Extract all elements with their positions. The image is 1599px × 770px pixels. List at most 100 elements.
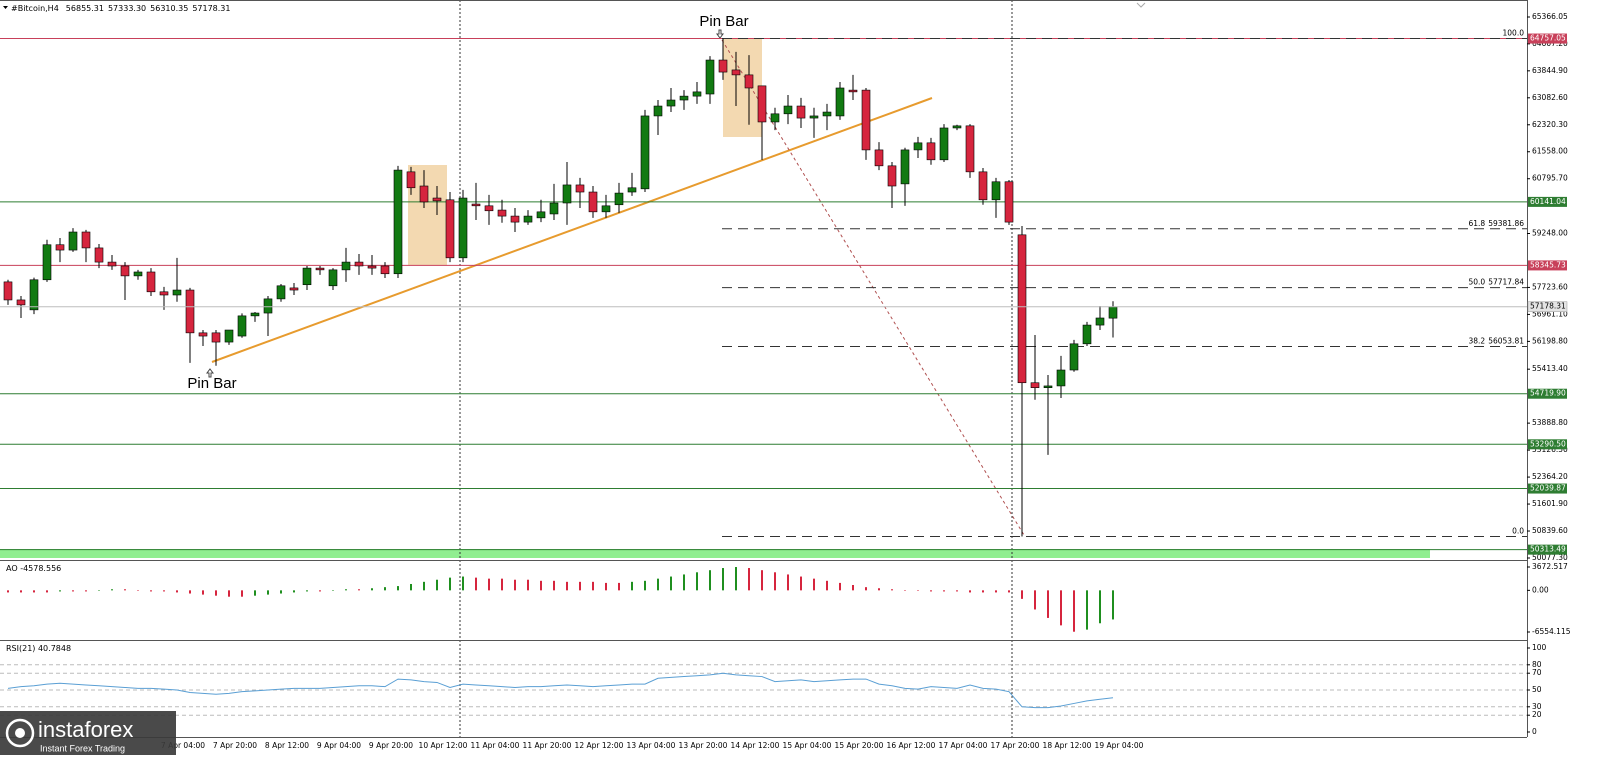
candle-body — [263, 298, 273, 314]
candle-body — [848, 89, 858, 93]
candle-body — [146, 271, 156, 293]
ao-bar — [1008, 590, 1010, 593]
ao-bar — [20, 590, 22, 593]
indicator-value: -4578.556 — [20, 564, 61, 573]
candle-body — [1056, 369, 1066, 387]
arrow — [206, 368, 214, 378]
y-tick-label: 3672.517 — [1532, 562, 1568, 571]
y-tick-label: 65366.05 — [1532, 12, 1568, 21]
candle-body — [471, 203, 481, 207]
current-price-label: 57178.31 — [1530, 302, 1566, 311]
y-tick-label: 63082.60 — [1532, 93, 1568, 102]
candle-body — [731, 69, 741, 76]
y-tick-label: 56198.80 — [1532, 336, 1568, 345]
level-label-box — [1528, 388, 1567, 399]
ao-bar — [605, 582, 607, 591]
candle-body — [445, 199, 455, 259]
x-tick-label: 14 Apr 12:00 — [731, 741, 780, 750]
level-label: 52039.87 — [1530, 484, 1566, 493]
y-tick-label: 70 — [1532, 668, 1542, 677]
y-tick-label: 30 — [1532, 702, 1542, 711]
ohlc-value: 56310.35 — [150, 4, 188, 13]
ao-bar — [228, 590, 230, 597]
y-tick-label: 60795.70 — [1532, 174, 1568, 183]
candle-body — [393, 169, 403, 275]
ao-bar — [943, 590, 945, 592]
candle-body — [354, 261, 364, 267]
ao-bar — [150, 590, 152, 592]
y-tick-label: 59248.00 — [1532, 228, 1568, 237]
level-label-box — [1528, 483, 1567, 494]
ao-bar — [891, 589, 893, 591]
level-label-box — [1528, 544, 1567, 555]
ao-bar — [397, 586, 399, 591]
ao-bar — [878, 588, 880, 591]
ao-bar — [813, 578, 815, 591]
y-tick-label: 80 — [1532, 660, 1542, 669]
y-tick-label: 50077.30 — [1532, 553, 1568, 562]
brand: instaforex — [38, 717, 133, 742]
ao-bar — [59, 590, 61, 592]
candle-body — [159, 291, 169, 296]
candle-body — [1017, 234, 1027, 384]
fib-label: 100.0 — [1503, 29, 1525, 38]
rsi-line — [7, 672, 1114, 709]
x-tick-label: 18 Apr 12:00 — [1043, 741, 1092, 750]
indicator-header: AO -4578.556 — [6, 564, 61, 573]
ao-bar — [592, 581, 594, 591]
candle-body — [211, 332, 221, 343]
ao-bar — [644, 580, 646, 591]
ohlc-value: 57333.30 — [108, 4, 146, 13]
candle-body — [796, 105, 806, 119]
candle-body — [237, 315, 247, 337]
candle-body — [55, 244, 65, 251]
candle-body — [29, 279, 39, 311]
x-tick-label: 11 Apr 04:00 — [471, 741, 520, 750]
fib-price: 59381.86 — [1488, 219, 1524, 228]
x-tick-label: 17 Apr 20:00 — [991, 741, 1040, 750]
indicator-header: RSI(21) 40.7848 — [6, 644, 71, 653]
ao-bar — [358, 589, 360, 591]
candle-body — [94, 247, 104, 263]
ao-bar — [787, 574, 789, 591]
drawings: Pin Bar Pin Bar — [0, 0, 1430, 737]
trend-line — [211, 97, 933, 363]
candle-body — [523, 215, 533, 223]
candle-body — [406, 171, 416, 189]
ao-bar — [865, 587, 867, 591]
y-tick-label: 57723.60 — [1532, 282, 1568, 291]
panel-frame — [0, 0, 1528, 738]
candle-body — [835, 87, 845, 117]
candle-body — [653, 105, 663, 117]
y-tick-label: 63844.90 — [1532, 66, 1568, 75]
candle-body — [874, 149, 884, 167]
ao-bar — [202, 590, 204, 595]
candle-body — [757, 85, 767, 123]
candle-body — [1069, 343, 1079, 371]
ao-bar — [527, 579, 529, 591]
ao-bar — [930, 590, 932, 592]
x-tick-label: 7 Apr 04:00 — [161, 741, 205, 750]
candle-body — [224, 329, 234, 343]
candle-body — [3, 281, 13, 301]
y-tick-label: 61558.00 — [1532, 147, 1568, 156]
ao-bar — [72, 590, 74, 592]
chart-header: #Bitcoin,H4 56855.31 57333.30 56310.35 57178… — [11, 4, 230, 13]
candle-body — [913, 142, 923, 151]
candle-body — [926, 142, 936, 161]
candle-body — [458, 197, 468, 259]
fib-label: 50.0 57717.84 — [1469, 278, 1525, 287]
y-tick-label: -6554.115 — [1532, 627, 1571, 636]
ao-bar — [1021, 590, 1023, 599]
candle-body — [1108, 306, 1118, 319]
indicator-value: 40.7848 — [38, 644, 71, 653]
scroll-marker — [1136, 2, 1146, 8]
candle-body — [770, 113, 780, 123]
x-tick-label: 9 Apr 20:00 — [369, 741, 413, 750]
x-tick-label: 15 Apr 20:00 — [835, 741, 884, 750]
ao-bar — [111, 589, 113, 591]
candle-body — [887, 165, 897, 187]
level-label-box — [1528, 33, 1567, 44]
ao-bar — [748, 568, 750, 591]
ao-bar — [267, 590, 269, 595]
